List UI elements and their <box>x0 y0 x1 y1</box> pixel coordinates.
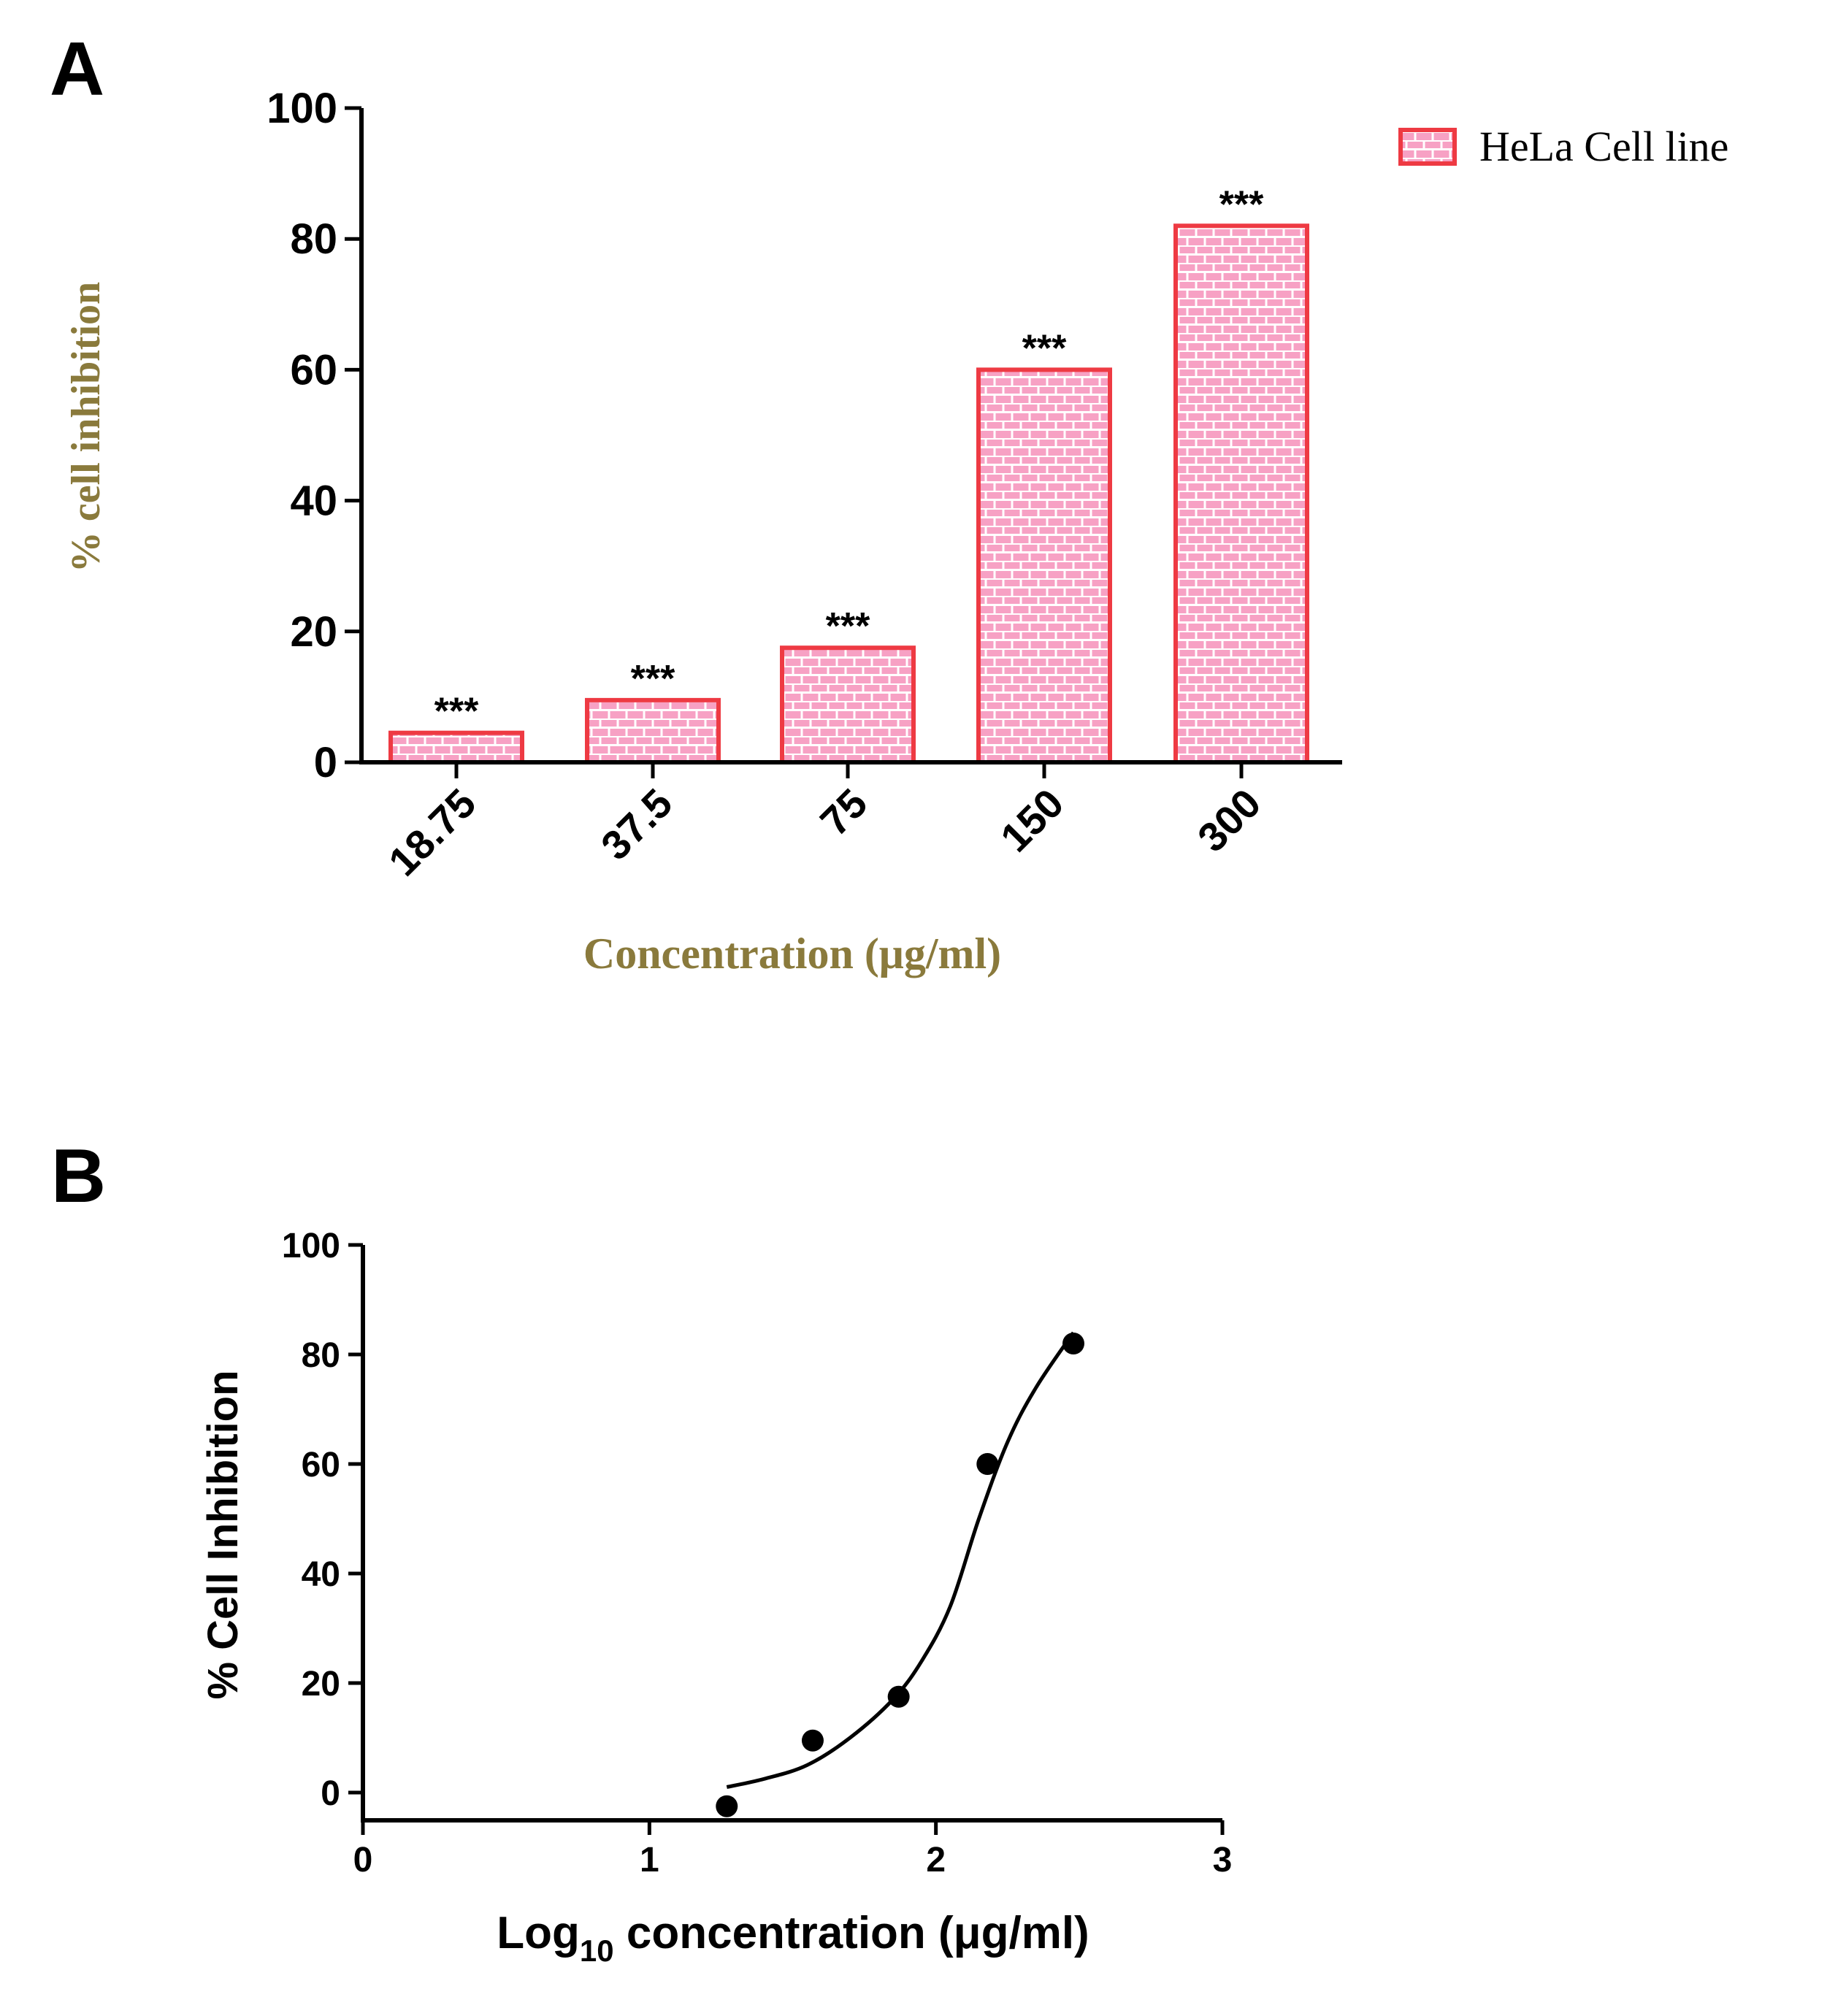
x-ticks-b: 0 1 2 3 <box>353 1820 1233 1879</box>
x-axis-title-a: Concentration (μg/ml) <box>583 930 1001 978</box>
y-ticks-a: 0 20 40 60 80 100 <box>267 85 361 786</box>
data-point <box>887 1685 910 1708</box>
significance-labels-a: *** *** *** *** *** <box>434 183 1264 732</box>
bar-18.75 <box>388 730 524 764</box>
y-tick-label-a: 0 <box>314 739 337 786</box>
y-axis-title-b: % Cell Inhibition <box>199 1370 247 1699</box>
data-point <box>801 1729 824 1752</box>
x-axis-title-b: Log10 concentration (μg/ml) <box>497 1908 1089 1968</box>
x-tick-label-a: 150 <box>992 780 1073 861</box>
y-tick-label-a: 80 <box>290 215 337 263</box>
bars-a <box>388 223 1309 765</box>
bar-150 <box>976 367 1112 764</box>
bar-37.5 <box>585 697 721 765</box>
legend-label: HeLa Cell line <box>1479 123 1728 170</box>
y-ticks-b: 0 20 40 60 80 100 <box>282 1227 363 1813</box>
significance-label: *** <box>1219 183 1264 226</box>
x-tick-label-a: 37.5 <box>592 780 681 869</box>
x-tick-label-b: 2 <box>926 1841 946 1879</box>
y-tick-label-a: 100 <box>267 85 337 132</box>
bar-75 <box>780 645 916 765</box>
data-points-b <box>716 1333 1084 1817</box>
y-tick-label-b: 60 <box>302 1446 340 1484</box>
legend-swatch <box>1398 128 1457 166</box>
x-ticks-a: 18.75 37.5 75 150 300 <box>380 762 1270 885</box>
y-tick-label-b: 0 <box>321 1774 340 1813</box>
x-tick-label-a: 75 <box>811 780 876 845</box>
x-tick-label-b: 1 <box>640 1841 659 1879</box>
y-axis-title-a: % cell inhibition <box>64 282 109 572</box>
data-point <box>1062 1333 1084 1354</box>
y-tick-label-a: 60 <box>290 346 337 394</box>
legend-a: HeLa Cell line <box>1398 123 1728 170</box>
x-axis-title-log: Log <box>497 1908 580 1958</box>
significance-label: *** <box>631 658 675 700</box>
panel-label-b: B <box>51 1134 106 1219</box>
x-tick-label-b: 3 <box>1213 1841 1233 1879</box>
y-tick-label-b: 20 <box>302 1665 340 1703</box>
significance-label: *** <box>826 605 870 648</box>
x-tick-label-a: 18.75 <box>380 780 485 885</box>
bar-300 <box>1173 223 1309 764</box>
x-axis-title-subscript: 10 <box>580 1933 614 1968</box>
x-tick-label-a: 300 <box>1189 780 1270 861</box>
y-tick-label-a: 40 <box>290 478 337 525</box>
significance-label: *** <box>434 691 479 733</box>
panel-label-a: A <box>50 27 104 112</box>
panel-a: A *** *** *** *** *** 0 20 40 60 80 100 18.75 37.5… <box>50 27 1728 978</box>
y-tick-label-b: 40 <box>302 1555 340 1594</box>
y-tick-label-a: 20 <box>290 608 337 656</box>
x-axis-title-rest: concentration (μg/ml) <box>614 1908 1089 1958</box>
x-tick-label-b: 0 <box>353 1841 373 1879</box>
fit-curve <box>726 1331 1076 1789</box>
y-tick-label-b: 100 <box>282 1227 340 1265</box>
panel-b: B 0 20 40 60 80 100 0 1 2 3 % Cell Inhibition Lo… <box>51 1134 1232 1968</box>
data-point <box>716 1795 738 1817</box>
data-point <box>976 1453 999 1475</box>
y-tick-label-b: 80 <box>302 1336 340 1375</box>
significance-label: *** <box>1022 327 1067 369</box>
